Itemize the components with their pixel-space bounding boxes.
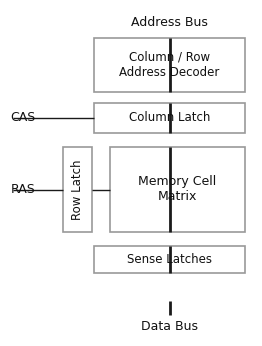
Text: Column Latch: Column Latch: [129, 111, 210, 125]
Text: Address Bus: Address Bus: [131, 16, 208, 29]
Text: CAS: CAS: [10, 111, 36, 125]
Text: RAS: RAS: [10, 183, 35, 196]
Bar: [94, 38, 245, 92]
Bar: [110, 147, 245, 232]
Bar: [94, 246, 245, 273]
Text: Data Bus: Data Bus: [141, 320, 198, 334]
Text: Row Latch: Row Latch: [71, 159, 84, 220]
Text: Column / Row
Address Decoder: Column / Row Address Decoder: [119, 51, 220, 79]
Bar: [94, 103, 245, 133]
Text: Memory Cell
Matrix: Memory Cell Matrix: [138, 175, 217, 203]
Bar: [63, 147, 92, 232]
Text: Sense Latches: Sense Latches: [127, 253, 212, 266]
